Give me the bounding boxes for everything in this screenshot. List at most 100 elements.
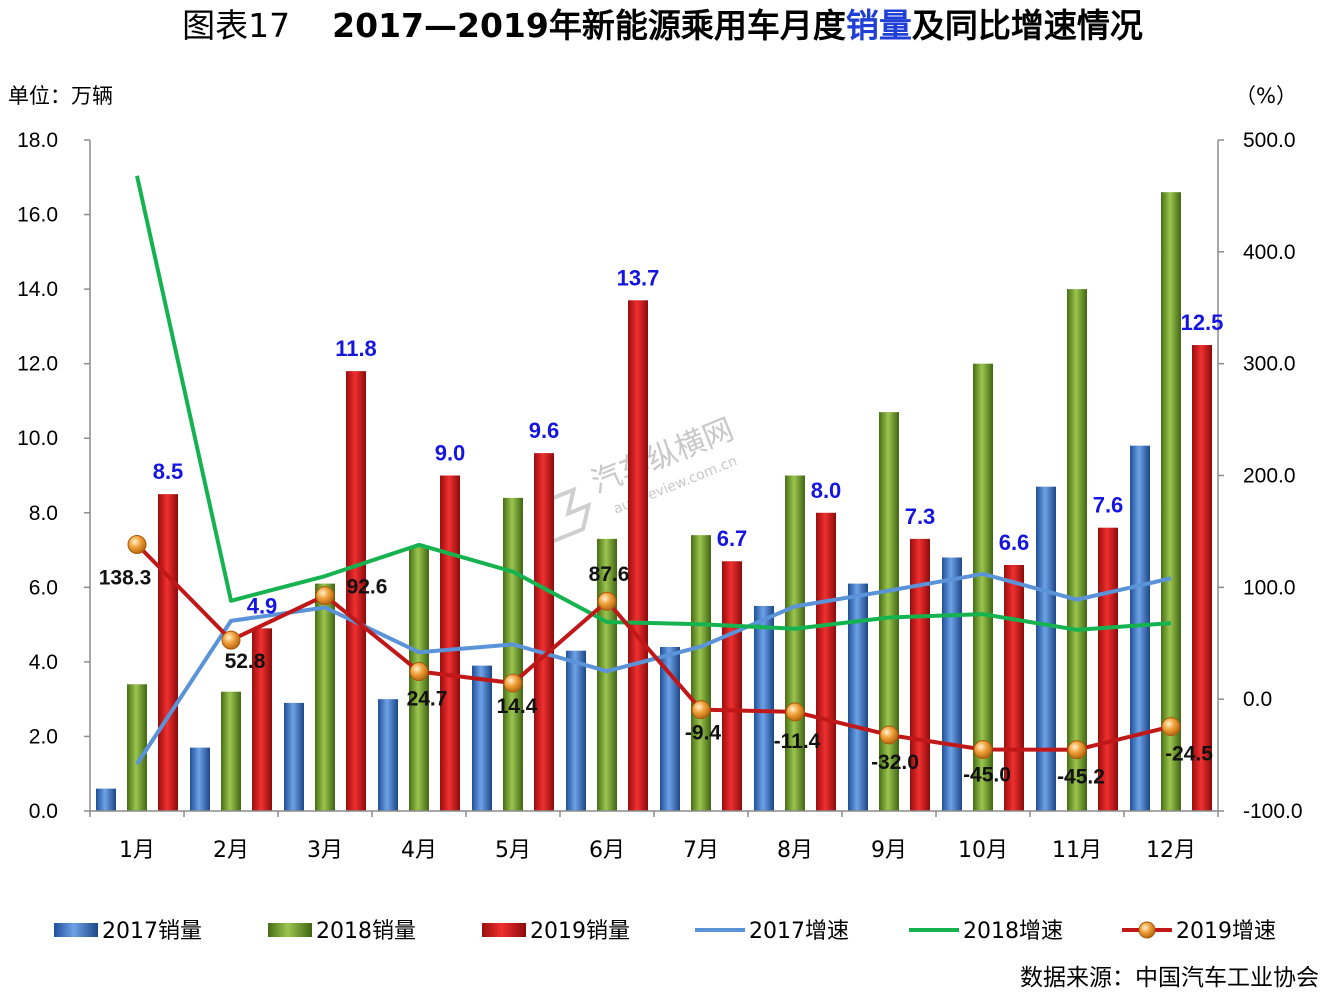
bar-2018 <box>1161 192 1181 811</box>
legend-label: 2017增速 <box>749 919 849 944</box>
line-2019-marker <box>785 702 805 722</box>
bar-2018 <box>221 691 241 811</box>
bar-2019 <box>816 512 836 811</box>
bar-2019-value-label: 7.6 <box>1093 493 1124 518</box>
x-tick-label: 2月 <box>213 838 249 863</box>
bar-2019 <box>346 371 366 811</box>
line-2017-growth <box>135 571 1172 766</box>
left-tick-label: 12.0 <box>17 353 58 376</box>
left-tick-label: 14.0 <box>17 278 58 301</box>
left-tick-label: 10.0 <box>17 427 58 450</box>
bar-2017 <box>284 702 304 811</box>
bar-2019-value-label: 13.7 <box>617 265 660 290</box>
x-tick-label: 11月 <box>1052 838 1102 863</box>
legend-item[interactable]: 2019增速 <box>1122 919 1276 944</box>
legend-label: 2017销量 <box>102 919 202 944</box>
line-2019-marker <box>503 673 523 693</box>
bar-2018 <box>973 363 993 811</box>
bar-2019 <box>1192 345 1212 811</box>
line-2019-marker <box>597 591 617 611</box>
legend-swatch <box>482 923 526 937</box>
bar-2017 <box>660 646 680 811</box>
bar-2017 <box>1036 486 1056 811</box>
bar-2019-value-label: 12.5 <box>1181 310 1224 335</box>
right-tick-label: 100.0 <box>1243 576 1296 599</box>
bar-2019-value-label: 4.9 <box>247 593 278 618</box>
line-2019-value-label: -45.2 <box>1057 766 1105 789</box>
legend-item[interactable]: 2017增速 <box>695 919 849 944</box>
legend-swatch <box>268 923 312 937</box>
line-2019-value-label: -24.5 <box>1165 743 1213 766</box>
bar-2019-value-label: 6.7 <box>717 526 748 551</box>
x-tick-label: 7月 <box>683 838 719 863</box>
chart-title: 图表17 2017—2019年新能源乘用车月度销量及同比增速情况 <box>0 4 1325 48</box>
line-2019-marker <box>315 586 335 606</box>
line-2019-marker <box>973 739 993 759</box>
title-main-b: 及同比增速情况 <box>911 6 1143 45</box>
title-prefix: 图表17 <box>182 6 291 45</box>
legend-marker <box>1138 921 1156 939</box>
x-tick-label: 8月 <box>777 838 813 863</box>
x-tick-label: 9月 <box>871 838 907 863</box>
right-tick-label: 300.0 <box>1243 353 1296 376</box>
bar-2018 <box>879 412 899 811</box>
line-2019-value-label: 14.4 <box>497 695 538 718</box>
legend-label: 2018销量 <box>316 919 416 944</box>
bar-2019 <box>440 475 460 811</box>
x-tick-label: 10月 <box>958 838 1008 863</box>
bar-2019-value-label: 9.0 <box>435 441 466 466</box>
bar-2019-value-label: 8.5 <box>153 459 184 484</box>
bar-2019 <box>534 453 554 811</box>
bar-2019-value-label: 8.0 <box>811 478 842 503</box>
line-2019-growth <box>135 543 1172 752</box>
legend-item[interactable]: 2017销量 <box>54 919 202 944</box>
line-2019-marker <box>409 662 429 682</box>
bar-2018 <box>1067 289 1087 812</box>
right-tick-label: 0.0 <box>1243 688 1272 711</box>
legend-item[interactable]: 2018增速 <box>909 919 1063 944</box>
legend-swatch <box>54 923 98 937</box>
x-tick-label: 12月 <box>1146 838 1196 863</box>
legend-label: 2018增速 <box>963 919 1063 944</box>
line-2019-value-label: 92.6 <box>347 576 388 599</box>
line-2019-value-label: -32.0 <box>871 751 919 774</box>
bar-2017 <box>942 557 962 811</box>
title-main-a: 2017—2019年新能源乘用车月度 <box>332 6 846 45</box>
x-tick-label: 5月 <box>495 838 531 863</box>
bar-2018 <box>127 684 147 811</box>
x-tick-label: 6月 <box>589 838 625 863</box>
bar-2019 <box>628 300 648 811</box>
data-source: 数据来源：中国汽车工业协会 <box>1020 965 1319 991</box>
bar-2019 <box>910 538 930 811</box>
line-2018-growth <box>135 175 1172 632</box>
bar-2019 <box>252 628 272 811</box>
bar-2019 <box>158 494 178 811</box>
right-tick-label: -100.0 <box>1243 800 1303 823</box>
line-2019-value-label: -11.4 <box>774 730 821 753</box>
bar-2017 <box>96 788 116 811</box>
x-tick-label: 3月 <box>307 838 343 863</box>
bar-2019 <box>722 561 742 811</box>
line-2019-marker <box>879 725 899 745</box>
bar-2017 <box>190 747 210 811</box>
left-axis-unit: 单位：万辆 <box>8 84 113 108</box>
bar-2018 <box>315 583 335 811</box>
line-2019-value-label: -9.4 <box>685 722 722 745</box>
title-highlight: 销量 <box>845 6 912 45</box>
legend-item[interactable]: 2018销量 <box>268 919 416 944</box>
bar-2019-value-label: 6.6 <box>999 530 1030 555</box>
line-2019-marker <box>127 535 147 555</box>
bar-2019-value-label: 7.3 <box>905 504 936 529</box>
x-tick-label: 1月 <box>119 838 155 863</box>
line-2019-value-label: 138.3 <box>99 567 152 590</box>
legend-item[interactable]: 2019销量 <box>482 919 630 944</box>
bar-2018 <box>503 497 523 811</box>
line-2019-value-label: 24.7 <box>407 688 448 711</box>
line-2019-marker <box>221 630 241 650</box>
legend-label: 2019增速 <box>1176 919 1276 944</box>
right-tick-label: 400.0 <box>1243 241 1296 264</box>
bar-2019-value-label: 9.6 <box>529 418 560 443</box>
bar-2018 <box>691 535 711 811</box>
line-2019-value-label: -45.0 <box>963 763 1011 786</box>
left-tick-label: 6.0 <box>29 576 58 599</box>
